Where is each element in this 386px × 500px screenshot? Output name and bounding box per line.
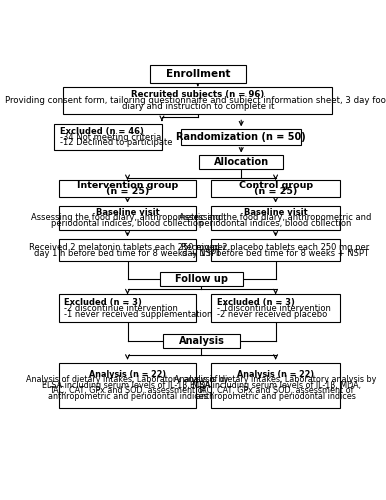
- Text: periodontal indices, blood collection: periodontal indices, blood collection: [51, 219, 204, 228]
- Text: Assessing the food diary, anthropometric and: Assessing the food diary, anthropometric…: [179, 214, 372, 222]
- FancyBboxPatch shape: [211, 362, 340, 408]
- Text: - 1discontinue intervention: - 1discontinue intervention: [217, 304, 330, 313]
- Text: Excluded (n = 46): Excluded (n = 46): [59, 126, 144, 136]
- FancyBboxPatch shape: [211, 206, 340, 230]
- Text: -34 Not meeting criteria: -34 Not meeting criteria: [59, 132, 161, 141]
- Text: day 1 h before bed time for 8 weeks + NSPT: day 1 h before bed time for 8 weeks + NS…: [34, 248, 221, 258]
- Text: Received 2 placebo tablets each 250 mg per: Received 2 placebo tablets each 250 mg p…: [181, 243, 370, 252]
- Text: anthropometric and periodontal indices: anthropometric and periodontal indices: [196, 392, 356, 401]
- Text: Baseline visit: Baseline visit: [244, 208, 308, 216]
- Text: (n = 25): (n = 25): [254, 188, 297, 196]
- Text: Allocation: Allocation: [213, 158, 269, 168]
- Text: Excluded (n = 3): Excluded (n = 3): [217, 298, 295, 307]
- Text: -2 never received placebo: -2 never received placebo: [217, 310, 327, 318]
- Text: -2 discontinue intervention: -2 discontinue intervention: [64, 304, 178, 313]
- FancyBboxPatch shape: [163, 334, 240, 348]
- FancyBboxPatch shape: [59, 362, 196, 408]
- Text: -1 never received supplementation: -1 never received supplementation: [64, 310, 212, 318]
- Text: -12 Declined to participate: -12 Declined to participate: [59, 138, 172, 147]
- Text: Randomization (n = 50): Randomization (n = 50): [176, 132, 306, 142]
- FancyBboxPatch shape: [211, 294, 340, 322]
- Text: Baseline visit: Baseline visit: [96, 208, 159, 216]
- FancyBboxPatch shape: [63, 86, 332, 115]
- Text: Intervention group: Intervention group: [77, 181, 178, 190]
- Text: diary and instruction to complete it: diary and instruction to complete it: [122, 102, 274, 111]
- Text: Enrollment: Enrollment: [166, 69, 230, 79]
- Text: ELSA including serum levels of IL-1β, MDA,: ELSA including serum levels of IL-1β, MD…: [190, 381, 361, 390]
- Text: Received 2 melatonin tablets each 250 mg per: Received 2 melatonin tablets each 250 mg…: [29, 243, 226, 252]
- FancyBboxPatch shape: [181, 130, 301, 144]
- Text: Recruited subjects (n = 96): Recruited subjects (n = 96): [131, 90, 264, 99]
- FancyBboxPatch shape: [211, 240, 340, 261]
- Text: ELSA including serum levels of IL-1β, MDA,: ELSA including serum levels of IL-1β, MD…: [42, 381, 213, 390]
- Text: (n = 25): (n = 25): [106, 188, 149, 196]
- Text: Excluded (n = 3): Excluded (n = 3): [64, 298, 142, 307]
- Text: anthropometric and periodontal indices: anthropometric and periodontal indices: [47, 392, 207, 401]
- Text: Providing consent form, tailoring questionnaire and subject information sheet, 3: Providing consent form, tailoring questi…: [5, 96, 386, 105]
- Text: Analysis: Analysis: [178, 336, 224, 346]
- Text: Analysis (n = 22): Analysis (n = 22): [89, 370, 166, 378]
- Text: Assessing the food diary, anthropometric and: Assessing the food diary, anthropometric…: [31, 214, 224, 222]
- FancyBboxPatch shape: [159, 272, 243, 285]
- FancyBboxPatch shape: [59, 294, 196, 322]
- FancyBboxPatch shape: [59, 206, 196, 230]
- Text: periodontal indices, blood collection: periodontal indices, blood collection: [200, 219, 352, 228]
- FancyBboxPatch shape: [59, 240, 196, 261]
- FancyBboxPatch shape: [150, 65, 245, 82]
- Text: TAC, CAT, GPx and SOD, assessment of: TAC, CAT, GPx and SOD, assessment of: [49, 386, 206, 396]
- FancyBboxPatch shape: [59, 180, 196, 197]
- Text: Follow up: Follow up: [175, 274, 228, 283]
- FancyBboxPatch shape: [211, 180, 340, 197]
- Text: TAC, CAT, GPx and SOD, assessment of: TAC, CAT, GPx and SOD, assessment of: [197, 386, 354, 396]
- Text: Analysis of dietary intakes, Laboratory analysis by: Analysis of dietary intakes, Laboratory …: [174, 375, 377, 384]
- Text: day 1 h before bed time for 8 weeks + NSPT: day 1 h before bed time for 8 weeks + NS…: [182, 248, 369, 258]
- FancyBboxPatch shape: [199, 156, 283, 170]
- Text: Analysis of dietary intakes, Laboratory analysis by: Analysis of dietary intakes, Laboratory …: [26, 375, 229, 384]
- Text: Control group: Control group: [239, 181, 313, 190]
- FancyBboxPatch shape: [54, 124, 162, 150]
- Text: Analysis (n = 22): Analysis (n = 22): [237, 370, 314, 378]
